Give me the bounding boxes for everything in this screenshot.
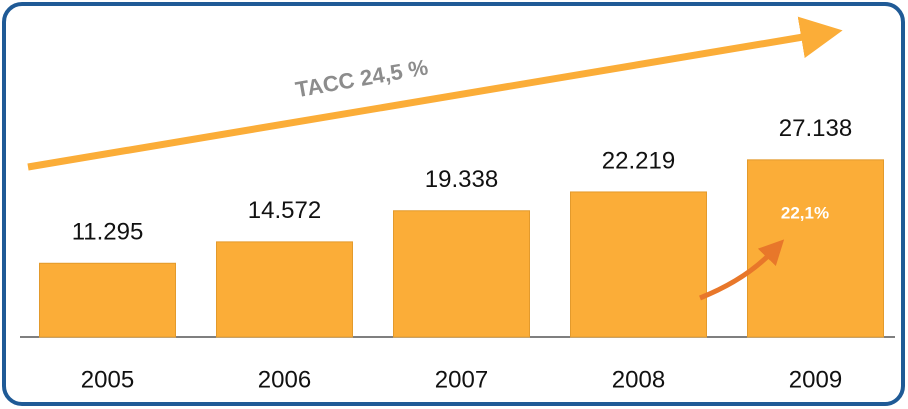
growth-arrow [27,16,843,171]
value-label: 14.572 [248,197,321,224]
growth-label: 22,1% [781,203,829,222]
x-tick-label: 2009 [789,366,842,393]
value-label: 27.138 [779,115,852,142]
x-tick-label: 2008 [612,366,665,393]
value-label: 22.219 [602,147,675,174]
x-tick-label: 2007 [435,366,488,393]
value-label: 19.338 [425,166,498,193]
value-label: 11.295 [72,219,144,246]
bar [570,191,707,338]
bar [39,262,176,338]
bar [393,210,530,338]
bar [216,241,353,338]
x-tick-label: 2005 [81,366,134,393]
growth-small-arrow [699,239,785,301]
bar [747,159,884,338]
x-tick-label: 2006 [258,366,311,393]
